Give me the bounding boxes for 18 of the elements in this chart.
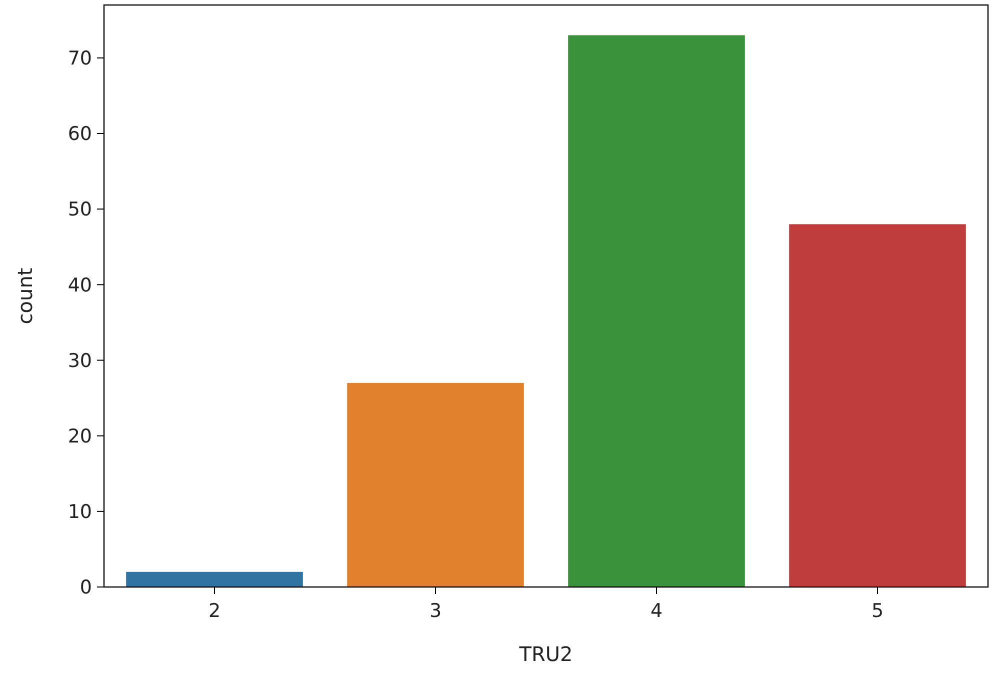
x-tick-label: 4	[650, 600, 663, 622]
y-tick-label: 60	[68, 123, 92, 146]
bar	[568, 35, 745, 587]
y-tick-label: 70	[68, 48, 92, 70]
bar	[347, 382, 524, 587]
y-tick-label: 0	[80, 576, 92, 599]
y-tick-label: 10	[68, 501, 92, 524]
y-tick-label: 20	[68, 425, 92, 448]
bar	[789, 224, 966, 587]
y-tick-label: 40	[68, 274, 92, 296]
x-axis-title: TRU2	[518, 642, 573, 666]
x-tick-label: 5	[871, 600, 884, 622]
y-axis-title: count	[13, 268, 37, 324]
y-tick-label: 30	[68, 350, 92, 372]
bar	[126, 572, 303, 587]
x-tick-label: 3	[429, 600, 442, 622]
y-tick-label: 50	[68, 198, 92, 221]
x-tick-label: 2	[208, 600, 221, 622]
